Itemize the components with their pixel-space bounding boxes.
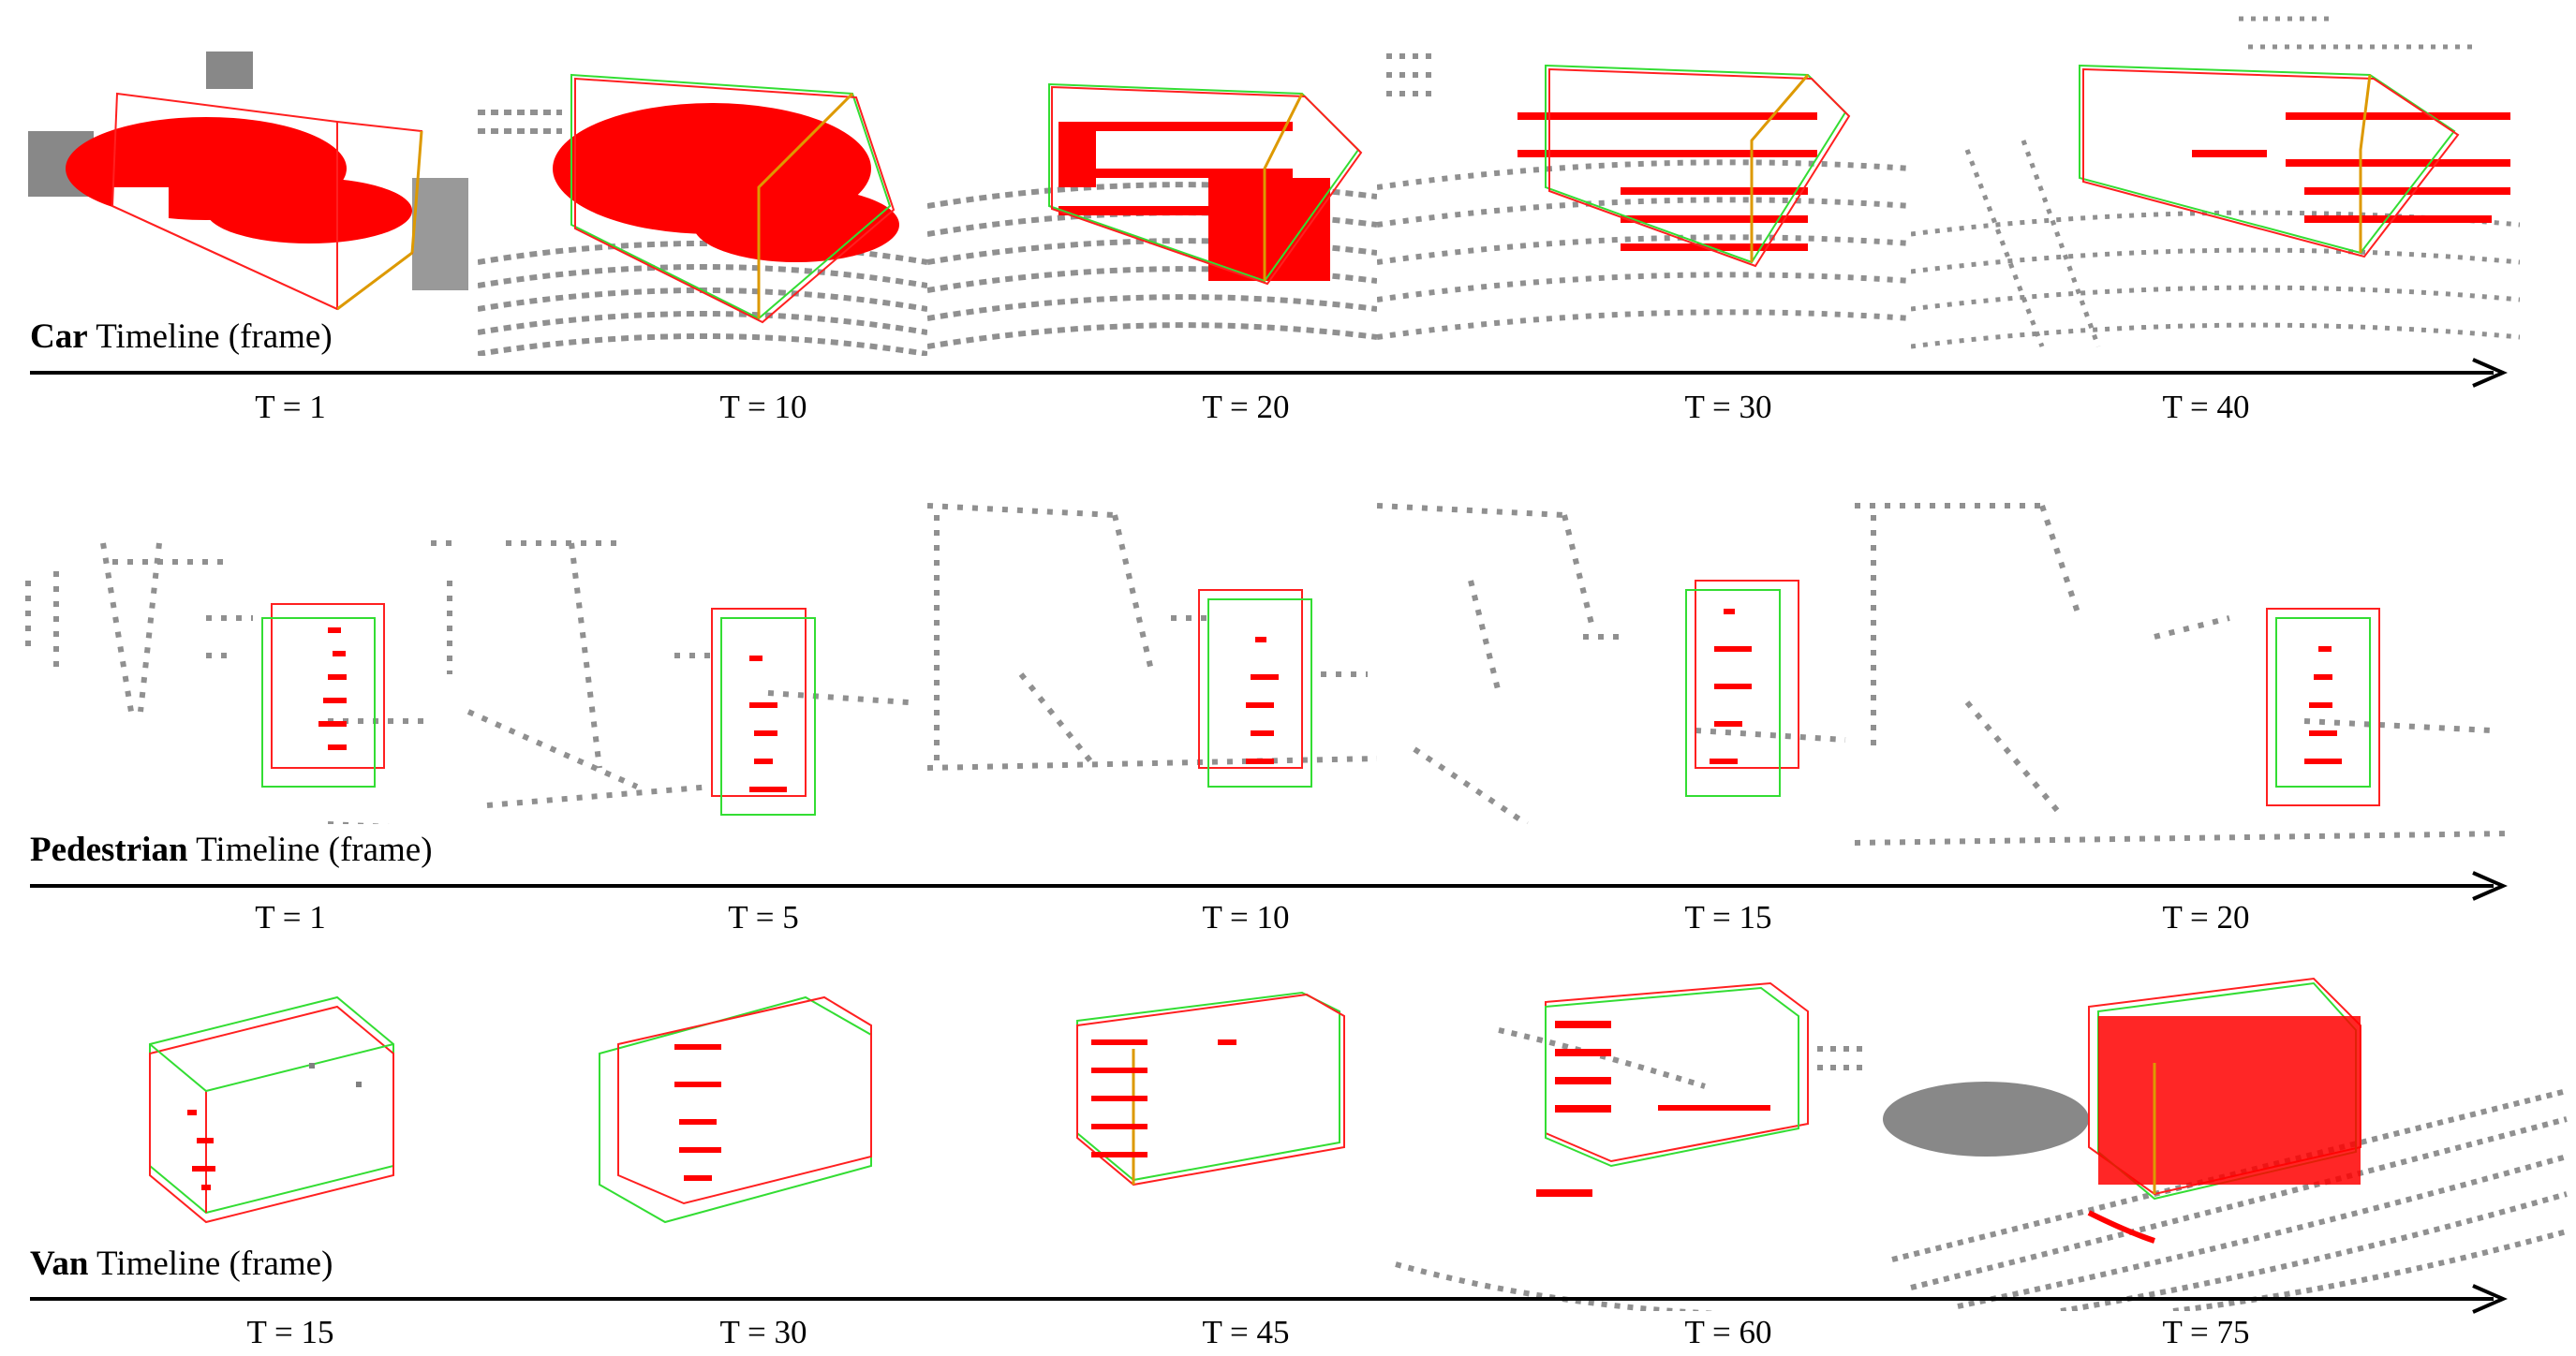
van-frame-2-pointcloud (599, 995, 872, 1224)
car-category-label: Car (30, 317, 88, 356)
car-timeline-axis (30, 358, 2508, 388)
pedestrian-frame-3-pointcloud (927, 503, 1377, 788)
car-frame-3-pointcloud (927, 82, 1377, 349)
car-frame-4-panel (1377, 37, 1911, 356)
van-frame-4-panel (1377, 974, 1911, 1311)
car-frame-5-pointcloud (1911, 16, 2520, 349)
car-frame-1-label: T = 1 (255, 389, 326, 425)
pedestrian-frame-2-pointcloud (431, 540, 910, 816)
car-frame-5-panel (1911, 9, 2520, 356)
van-timeline-caption: Van Timeline (frame) (30, 1244, 333, 1284)
car-timeline-caption: Car Timeline (frame) (30, 317, 333, 357)
van-frame-3-panel (1059, 983, 1358, 1208)
car-frame-2-label: T = 10 (719, 389, 807, 425)
van-frame-3-pointcloud (1076, 991, 1345, 1186)
van-timeline-suffix: Timeline (frame) (88, 1245, 333, 1283)
pedestrian-frame-1-panel (19, 487, 440, 824)
van-frame-2-label: T = 30 (719, 1314, 807, 1350)
pedestrian-frame-5-label: T = 20 (2162, 899, 2250, 936)
van-timeline-axis (30, 1284, 2508, 1314)
pedestrian-timeline-axis (30, 871, 2508, 901)
pedestrian-frame-3-panel (927, 487, 1377, 824)
pedestrian-frame-4-pointcloud (1377, 503, 1846, 824)
pedestrian-frame-5-pointcloud (1855, 503, 2510, 846)
car-frame-3-panel (927, 37, 1377, 356)
van-frame-2-panel (590, 988, 881, 1241)
pedestrian-frame-1-pointcloud (25, 542, 431, 824)
car-row: Car Timeline (frame) T = 1 T = 10 T = 20… (0, 0, 2576, 440)
van-frame-1-label: T = 15 (246, 1314, 334, 1350)
car-timeline-suffix: Timeline (frame) (87, 317, 333, 356)
pedestrian-row: Pedestrian Timeline (frame) T = 1 T = 5 … (0, 468, 2576, 936)
pedestrian-timeline-caption: Pedestrian Timeline (frame) (30, 830, 433, 870)
van-frame-4-pointcloud (1395, 981, 1864, 1311)
van-frame-5-pointcloud (1883, 977, 2568, 1311)
car-frame-5-label: T = 40 (2162, 389, 2250, 425)
pedestrian-frame-2-label: T = 5 (728, 899, 799, 936)
van-frame-3-label: T = 45 (1202, 1314, 1290, 1350)
pedestrian-timeline-suffix: Timeline (frame) (187, 831, 433, 869)
van-frame-5-panel (1873, 969, 2576, 1311)
car-frame-1-panel (28, 37, 478, 318)
car-frame-4-pointcloud (1377, 53, 1911, 340)
van-frame-1-panel (131, 988, 412, 1231)
van-frame-5-label: T = 75 (2162, 1314, 2250, 1350)
van-frame-4-label: T = 60 (1684, 1314, 1772, 1350)
pedestrian-frame-2-panel (431, 487, 927, 824)
pedestrian-frame-5-panel (1855, 487, 2510, 862)
pedestrian-category-label: Pedestrian (30, 831, 188, 869)
pedestrian-frame-1-label: T = 1 (255, 899, 326, 936)
van-category-label: Van (30, 1245, 89, 1283)
car-frame-3-label: T = 20 (1202, 389, 1290, 425)
pedestrian-frame-4-panel (1377, 487, 1855, 824)
van-row: Van Timeline (frame) T = 15 T = 30 T = 4… (0, 946, 2576, 1356)
pedestrian-frame-4-label: T = 15 (1684, 899, 1772, 936)
pedestrian-frame-3-label: T = 10 (1202, 899, 1290, 936)
car-frame-1-pointcloud (28, 52, 468, 311)
car-frame-4-label: T = 30 (1684, 389, 1772, 425)
van-frame-1-pointcloud (149, 995, 394, 1224)
car-frame-2-panel (478, 37, 927, 356)
car-frame-2-pointcloud (478, 73, 927, 356)
